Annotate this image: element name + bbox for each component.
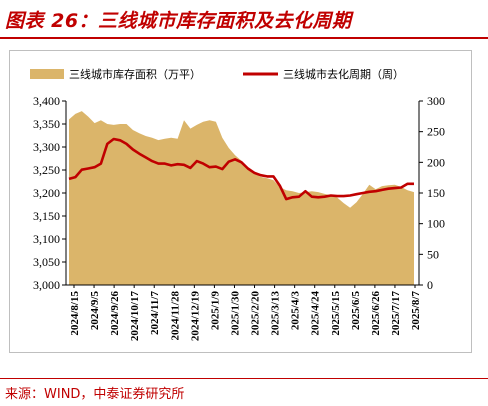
x-tick-label: 2024/8/15 [69,291,81,336]
y-right-tick-label: 0 [427,278,433,292]
x-tick-label: 2024/12/19 [189,291,201,342]
x-tick-label: 2024/9/26 [109,291,121,336]
source-note: 来源：WIND，中泰证券研究所 [5,387,185,402]
x-tick-label: 2025/6/5 [350,291,362,331]
legend-swatch-area [30,69,64,79]
y-right-tick-label: 250 [427,125,445,139]
x-tick-label: 2024/11/28 [169,291,181,341]
title-underline [0,37,488,39]
y-right-tick-label: 150 [427,186,445,200]
x-tick-label: 2025/1/30 [229,291,241,336]
y-left-tick-label: 3,200 [33,186,60,200]
chart-svg: 三线城市库存面积（万平） 三线城市去化周期（周） 3,000 3,050 3,100… [30,67,445,341]
x-tick-label: 2024/9/5 [89,291,101,331]
legend-label-area: 三线城市库存面积（万平） [69,67,201,81]
chart-title: 图表 26：三线城市库存面积及去化周期 [5,10,352,32]
y-left-tick-label: 3,400 [33,94,60,108]
y-left-tick-label: 3,050 [33,255,60,269]
x-tick-label: 2025/8/7 [410,291,422,331]
y-left-tick-label: 3,150 [33,209,60,223]
y-left-tick-label: 3,250 [33,163,60,177]
y-left-tick-label: 3,350 [33,117,60,131]
x-tick-label: 2025/3/13 [270,291,282,336]
legend: 三线城市库存面积（万平） 三线城市去化周期（周） [30,67,404,81]
legend-label-line: 三线城市去化周期（周） [283,67,404,81]
x-tick-label: 2025/6/26 [370,291,382,336]
y-right-tick-label: 100 [427,217,445,231]
x-tick-label: 2024/11/7 [149,291,161,336]
x-tick-label: 2025/5/15 [330,291,342,336]
chart-container: 三线城市库存面积（万平） 三线城市去化周期（周） 3,000 3,050 3,100… [9,50,472,353]
x-tick-label: 2025/2/20 [250,291,262,336]
y-left-tick-label: 3,300 [33,140,60,154]
x-tick-label: 2025/7/17 [390,291,402,336]
y-left-tick-label: 3,100 [33,232,60,246]
series-area-inventory [69,111,414,285]
x-tick-label: 2024/10/17 [129,291,141,342]
footer-rule [0,378,488,379]
y-right-tick-label: 50 [427,247,439,261]
x-tick-label: 2025/4/24 [310,291,322,336]
plot-area [68,111,414,285]
y-left-tick-label: 3,000 [33,278,60,292]
x-tick-label: 2025/4/3 [290,291,302,331]
y-right-tick-label: 200 [427,155,445,169]
axes: 3,000 3,050 3,100 3,150 3,200 3,250 3,300 3,350… [33,94,445,341]
y-right-tick-label: 300 [427,94,445,108]
series-line-turnover [68,137,414,201]
x-tick-label: 2025/1/9 [209,291,221,331]
